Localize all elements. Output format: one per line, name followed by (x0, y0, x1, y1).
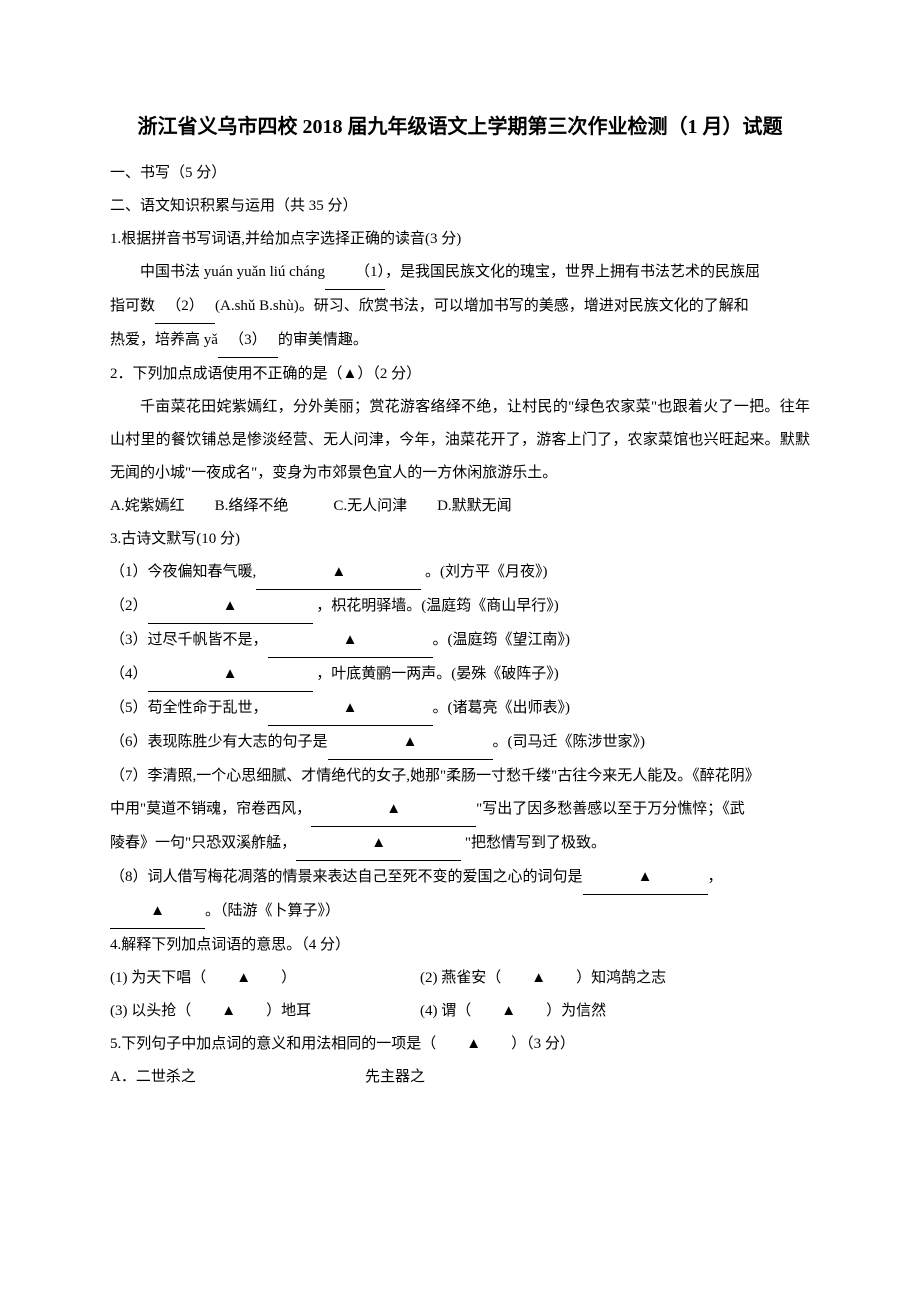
q3-i7-b: 中用"莫道不销魂，帘卷西风， (110, 801, 311, 817)
q3-i8-b: ， (708, 869, 723, 885)
q3-i7-c: "写出了因多愁善感以至于万分憔悴；《武 (476, 801, 745, 817)
q3-i1-a: （1）今夜偏知春气暖, (110, 564, 256, 580)
q5-stem: 5.下列句子中加点词的意义和用法相同的一项是（ ▲ ）（3 分） (110, 1028, 810, 1061)
q3-item-4: （4）▲ ，叶底黄鹂一两声。(晏殊《破阵子》) (110, 658, 810, 692)
q3-stem: 3.古诗文默写(10 分) (110, 523, 810, 556)
q4-r1b: (2) 燕雀安（ ▲ ）知鸿鹄之志 (420, 970, 666, 986)
q3-item-2: （2）▲ ，枳花明驿墙。(温庭筠《商山早行》) (110, 590, 810, 624)
q3-i8-blank-2: ▲ (110, 895, 205, 929)
q1-paragraph-line1: 中国书法 yuán yuǎn liú cháng（1），是我国民族文化的瑰宝，世… (110, 256, 810, 290)
q3-item-7-line3: 陵春》一句"只恐双溪舴艋，▲ "把愁情写到了极致。 (110, 827, 810, 861)
q3-i4-b: ，叶底黄鹂一两声。(晏殊《破阵子》) (316, 666, 559, 682)
q3-i8-blank-1: ▲ (583, 861, 708, 895)
q4-r2a: (3) 以头抢（ ▲ ）地耳 (110, 995, 420, 1028)
q3-i3-blank: ▲ (268, 624, 433, 658)
q3-i6-b: 。(司马迁《陈涉世家》) (493, 734, 646, 750)
q3-i6-blank: ▲ (328, 726, 493, 760)
q3-i5-blank: ▲ (268, 692, 433, 726)
q1-text-a: 中国书法 yuán yuǎn liú cháng (140, 264, 325, 280)
q3-i5-a: （5）苟全性命于乱世， (110, 700, 268, 716)
q1-blank-3: （3） (218, 324, 278, 358)
q3-i3-b: 。(温庭筠《望江南》) (433, 632, 571, 648)
q1-paragraph-line2: 指可数（2）(A.shǔ B.shù)。研习、欣赏书法，可以增加书写的美感，增进… (110, 290, 810, 324)
q3-i4-blank: ▲ (148, 658, 313, 692)
q3-item-6: （6）表现陈胜少有大志的句子是▲。(司马迁《陈涉世家》) (110, 726, 810, 760)
q3-i7-blank-2: ▲ (296, 827, 461, 861)
q1-blank-1: （1） (325, 256, 385, 290)
q1-text-e: 热爱，培养高 yǎ (110, 332, 218, 348)
q3-i7-e: "把愁情写到了极致。 (465, 835, 606, 851)
q3-i3-a: （3）过尽千帆皆不是， (110, 632, 268, 648)
q4-r1a: (1) 为天下唱（ ▲ ） (110, 962, 420, 995)
q3-i8-a: （8）词人借写梅花凋落的情景来表达自己至死不变的爱国之心的词句是 (110, 869, 583, 885)
q1-text-f: 的审美情趣。 (278, 332, 368, 348)
q5-option-a: A．二世杀之先主器之 (110, 1061, 810, 1094)
q3-i4-a: （4） (110, 666, 148, 682)
q2-stem: 2．下列加点成语使用不正确的是（▲）（2 分） (110, 358, 810, 391)
q3-i6-a: （6）表现陈胜少有大志的句子是 (110, 734, 328, 750)
section-1-heading: 一、书写（5 分） (110, 157, 810, 190)
q4-row-1: (1) 为天下唱（ ▲ ）(2) 燕雀安（ ▲ ）知鸿鹄之志 (110, 962, 810, 995)
q1-text-b: ，是我国民族文化的瑰宝，世界上拥有书法艺术的民族屈 (385, 264, 760, 280)
q3-item-8-line1: （8）词人借写梅花凋落的情景来表达自己至死不变的爱国之心的词句是▲， (110, 861, 810, 895)
q4-r2b: (4) 谓（ ▲ ）为信然 (420, 1003, 606, 1019)
q3-item-8-line2: ▲。（陆游《卜算子》） (110, 895, 810, 929)
q3-i1-b: 。(刘方平《月夜》) (425, 564, 548, 580)
q1-text-c: 指可数 (110, 298, 155, 314)
q2-paragraph: 千亩菜花田姹紫嫣红，分外美丽；赏花游客络绎不绝，让村民的"绿色农家菜"也跟着火了… (110, 391, 810, 490)
q1-text-d: (A.shǔ B.shù)。研习、欣赏书法，可以增加书写的美感，增进对民族文化的… (215, 298, 749, 314)
q1-blank-2: （2） (155, 290, 215, 324)
q3-i2-b: ，枳花明驿墙。(温庭筠《商山早行》) (316, 598, 559, 614)
q3-i8-c: 。（陆游《卜算子》） (205, 903, 340, 919)
q3-item-7-line2: 中用"莫道不销魂，帘卷西风，▲"写出了因多愁善感以至于万分憔悴；《武 (110, 793, 810, 827)
q3-i2-a: （2） (110, 598, 148, 614)
page-title: 浙江省义乌市四校 2018 届九年级语文上学期第三次作业检测（1 月）试题 (110, 110, 810, 139)
q1-stem: 1.根据拼音书写词语,并给加点字选择正确的读音(3 分) (110, 223, 810, 256)
section-2-heading: 二、语文知识积累与运用（共 35 分） (110, 190, 810, 223)
q3-i7-d: 陵春》一句"只恐双溪舴艋， (110, 835, 296, 851)
q2-options: A.姹紫嫣红 B.络绎不绝 C.无人问津 D.默默无闻 (110, 490, 810, 523)
q3-item-5: （5）苟全性命于乱世，▲。(诸葛亮《出师表》) (110, 692, 810, 726)
q3-item-1: （1）今夜偏知春气暖,▲ 。(刘方平《月夜》) (110, 556, 810, 590)
q3-i7-blank-1: ▲ (311, 793, 476, 827)
q3-item-3: （3）过尽千帆皆不是，▲。(温庭筠《望江南》) (110, 624, 810, 658)
q5-a2: 先主器之 (365, 1069, 425, 1085)
q3-item-7-line1: （7）李清照,一个心思细腻、才情绝代的女子,她那"柔肠一寸愁千缕"古往今来无人能… (110, 760, 810, 793)
q4-stem: 4.解释下列加点词语的意思。（4 分） (110, 929, 810, 962)
q5-a1: A．二世杀之 (110, 1061, 365, 1094)
q3-i1-blank: ▲ (256, 556, 421, 590)
q1-paragraph-line3: 热爱，培养高 yǎ（3）的审美情趣。 (110, 324, 810, 358)
q3-i5-b: 。(诸葛亮《出师表》) (433, 700, 571, 716)
q4-row-2: (3) 以头抢（ ▲ ）地耳(4) 谓（ ▲ ）为信然 (110, 995, 810, 1028)
q3-i2-blank: ▲ (148, 590, 313, 624)
